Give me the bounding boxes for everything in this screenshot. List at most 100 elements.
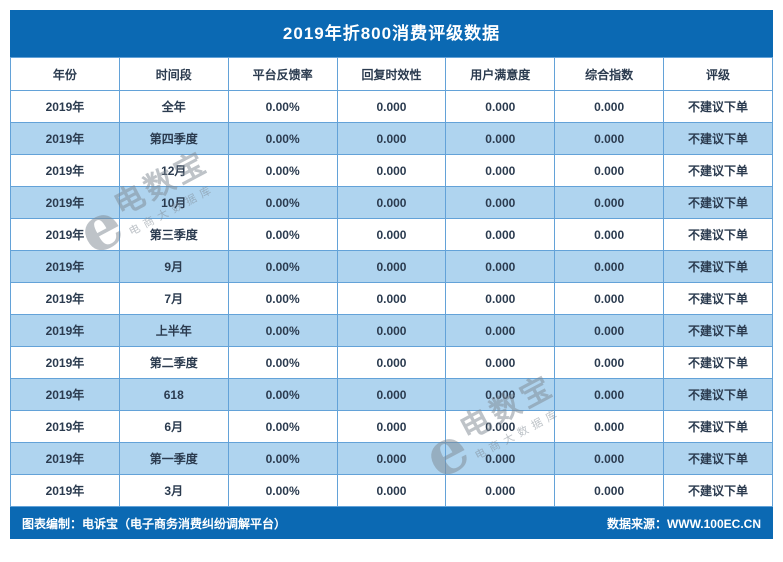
table-row: 2019年 12月 0.00% 0.000 0.000 0.000 不建议下单: [10, 154, 773, 187]
table-cell: 2019年: [10, 90, 120, 123]
table-row: 2019年 第二季度 0.00% 0.000 0.000 0.000 不建议下单: [10, 346, 773, 379]
table-cell: 0.000: [554, 314, 665, 347]
table-cell: 0.000: [445, 378, 556, 411]
table-cell: 0.000: [554, 186, 665, 219]
rating-data-table: 年份 时间段 平台反馈率 回复时效性 用户满意度 综合指数 评级 2019年 全年 0.00% 0…: [10, 57, 773, 507]
table-cell: 不建议下单: [663, 442, 773, 475]
table-cell: 0.000: [336, 314, 447, 347]
table-cell: 0.000: [336, 474, 447, 507]
table-cell: 0.000: [336, 122, 447, 155]
table-cell: 0.000: [445, 250, 556, 283]
header-row: 年份 时间段 平台反馈率 回复时效性 用户满意度 综合指数 评级: [10, 57, 773, 91]
table-cell: 0.000: [445, 346, 556, 379]
table-cell: 第三季度: [118, 218, 229, 251]
table-cell: 0.000: [554, 282, 665, 315]
table-cell: 0.000: [445, 90, 556, 123]
rating-report: 2019年折800消费评级数据 年份 时间段 平台反馈率 回复时效性 用户满意度 综合指数…: [10, 10, 773, 539]
table-cell: 0.00%: [227, 410, 338, 443]
table-cell: 0.000: [554, 346, 665, 379]
table-cell: 0.000: [336, 442, 447, 475]
table-cell: 618: [118, 378, 229, 411]
table-cell: 0.000: [336, 186, 447, 219]
table-cell: 0.000: [554, 154, 665, 187]
table-cell: 2019年: [10, 346, 120, 379]
table-cell: 0.000: [336, 282, 447, 315]
table-cell: 0.00%: [227, 378, 338, 411]
table-cell: 不建议下单: [663, 378, 773, 411]
table-cell: 0.000: [445, 474, 556, 507]
table-cell: 2019年: [10, 410, 120, 443]
footer-source-right: 数据来源：WWW.100EC.CN: [606, 516, 761, 531]
table-row: 2019年 3月 0.00% 0.000 0.000 0.000 不建议下单: [10, 474, 773, 507]
table-cell: 0.00%: [227, 282, 338, 315]
column-header-4: 用户满意度: [445, 57, 556, 91]
column-header-2: 平台反馈率: [227, 57, 338, 91]
table-cell: 7月: [118, 282, 229, 315]
table-cell: 0.000: [445, 154, 556, 187]
table-cell: 3月: [118, 474, 229, 507]
table-cell: 0.00%: [227, 154, 338, 187]
table-title: 2019年折800消费评级数据: [10, 10, 773, 57]
table-row: 2019年 9月 0.00% 0.000 0.000 0.000 不建议下单: [10, 250, 773, 283]
column-header-6: 评级: [663, 57, 773, 91]
table-cell: 0.000: [554, 378, 665, 411]
column-header-5: 综合指数: [554, 57, 665, 91]
table-cell: 不建议下单: [663, 154, 773, 187]
footer-source-left: 图表编制：电诉宝（电子商务消费纠纷调解平台）: [22, 516, 287, 531]
table-cell: 不建议下单: [663, 90, 773, 123]
table-cell: 第四季度: [118, 122, 229, 155]
table-row: 2019年 第三季度 0.00% 0.000 0.000 0.000 不建议下单: [10, 218, 773, 251]
table-cell: 上半年: [118, 314, 229, 347]
table-cell: 0.000: [445, 122, 556, 155]
table-cell: 0.00%: [227, 314, 338, 347]
table-cell: 2019年: [10, 122, 120, 155]
column-header-1: 时间段: [118, 57, 229, 91]
table-cell: 0.000: [554, 122, 665, 155]
table-cell: 12月: [118, 154, 229, 187]
table-cell: 0.000: [554, 218, 665, 251]
table-cell: 2019年: [10, 282, 120, 315]
table-cell: 不建议下单: [663, 250, 773, 283]
table-cell: 2019年: [10, 186, 120, 219]
column-header-3: 回复时效性: [336, 57, 447, 91]
table-cell: 2019年: [10, 314, 120, 347]
column-header-0: 年份: [10, 57, 120, 91]
table-cell: 不建议下单: [663, 314, 773, 347]
table-cell: 不建议下单: [663, 122, 773, 155]
table-cell: 10月: [118, 186, 229, 219]
table-cell: 0.000: [336, 410, 447, 443]
table-cell: 0.000: [445, 282, 556, 315]
table-cell: 6月: [118, 410, 229, 443]
table-cell: 0.000: [445, 442, 556, 475]
table-cell: 不建议下单: [663, 186, 773, 219]
table-cell: 0.00%: [227, 186, 338, 219]
table-cell: 2019年: [10, 442, 120, 475]
table-row: 2019年 第四季度 0.00% 0.000 0.000 0.000 不建议下单: [10, 122, 773, 155]
table-cell: 0.000: [336, 346, 447, 379]
table-cell: 0.000: [445, 186, 556, 219]
table-row: 2019年 上半年 0.00% 0.000 0.000 0.000 不建议下单: [10, 314, 773, 347]
table-cell: 0.000: [336, 90, 447, 123]
table-body: 2019年 全年 0.00% 0.000 0.000 0.000 不建议下单 2019年 第四季…: [10, 90, 773, 507]
table-header: 年份 时间段 平台反馈率 回复时效性 用户满意度 综合指数 评级: [10, 57, 773, 91]
table-cell: 不建议下单: [663, 346, 773, 379]
table-cell: 0.00%: [227, 474, 338, 507]
table-cell: 0.000: [336, 378, 447, 411]
table-cell: 0.000: [554, 442, 665, 475]
table-cell: 0.000: [554, 474, 665, 507]
footer-bar: 图表编制：电诉宝（电子商务消费纠纷调解平台） 数据来源：WWW.100EC.CN: [10, 507, 773, 539]
table-cell: 0.000: [445, 314, 556, 347]
table-cell: 2019年: [10, 378, 120, 411]
table-row: 2019年 全年 0.00% 0.000 0.000 0.000 不建议下单: [10, 90, 773, 123]
table-cell: 2019年: [10, 250, 120, 283]
table-cell: 不建议下单: [663, 410, 773, 443]
table-cell: 0.00%: [227, 250, 338, 283]
table-cell: 0.000: [336, 154, 447, 187]
table-cell: 0.000: [554, 250, 665, 283]
table-cell: 不建议下单: [663, 282, 773, 315]
table-cell: 0.000: [445, 410, 556, 443]
table-row: 2019年 7月 0.00% 0.000 0.000 0.000 不建议下单: [10, 282, 773, 315]
table-cell: 2019年: [10, 474, 120, 507]
table-cell: 0.00%: [227, 346, 338, 379]
